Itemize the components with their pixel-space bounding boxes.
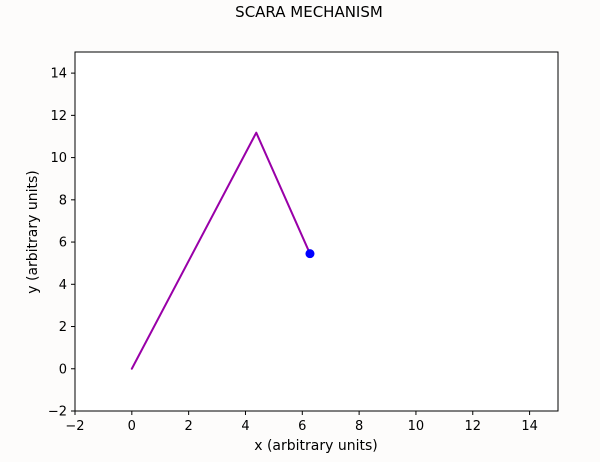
x-tick-label: 12 xyxy=(464,419,481,434)
y-axis-label: y (arbitrary units) xyxy=(25,170,41,294)
x-axis-label: x (arbitrary units) xyxy=(254,438,378,454)
y-tick-label: 14 xyxy=(50,67,67,82)
x-tick-label: 4 xyxy=(241,419,249,434)
mechanism-arm-line xyxy=(130,131,311,370)
x-tick-label: −2 xyxy=(65,419,84,434)
x-tick-label: 0 xyxy=(128,419,136,434)
y-tick-label: 10 xyxy=(50,151,67,166)
x-tick-label: 2 xyxy=(185,419,193,434)
y-tick-label: 6 xyxy=(59,236,67,251)
x-tick-label: 8 xyxy=(355,419,363,434)
y-tick-label: −2 xyxy=(48,405,67,420)
x-tick-label: 6 xyxy=(298,419,306,434)
y-tick-label: 2 xyxy=(59,320,67,335)
y-axis-ticks: −2 0 2 4 6 8 10 12 14 xyxy=(48,67,75,420)
chart-title: SCARA MECHANISM xyxy=(235,3,383,21)
x-tick-label: 10 xyxy=(408,419,425,434)
x-tick-label: 14 xyxy=(521,419,538,434)
end-effector-point xyxy=(305,249,315,259)
y-tick-label: 8 xyxy=(59,193,67,208)
series-layer xyxy=(130,131,315,370)
y-tick-label: 4 xyxy=(59,278,67,293)
plot-frame xyxy=(74,51,559,412)
y-tick-label: 0 xyxy=(59,362,67,377)
x-axis-ticks: −2 0 2 4 6 8 10 12 14 xyxy=(65,411,538,434)
y-tick-label: 12 xyxy=(50,109,67,124)
plot-area xyxy=(75,52,558,411)
